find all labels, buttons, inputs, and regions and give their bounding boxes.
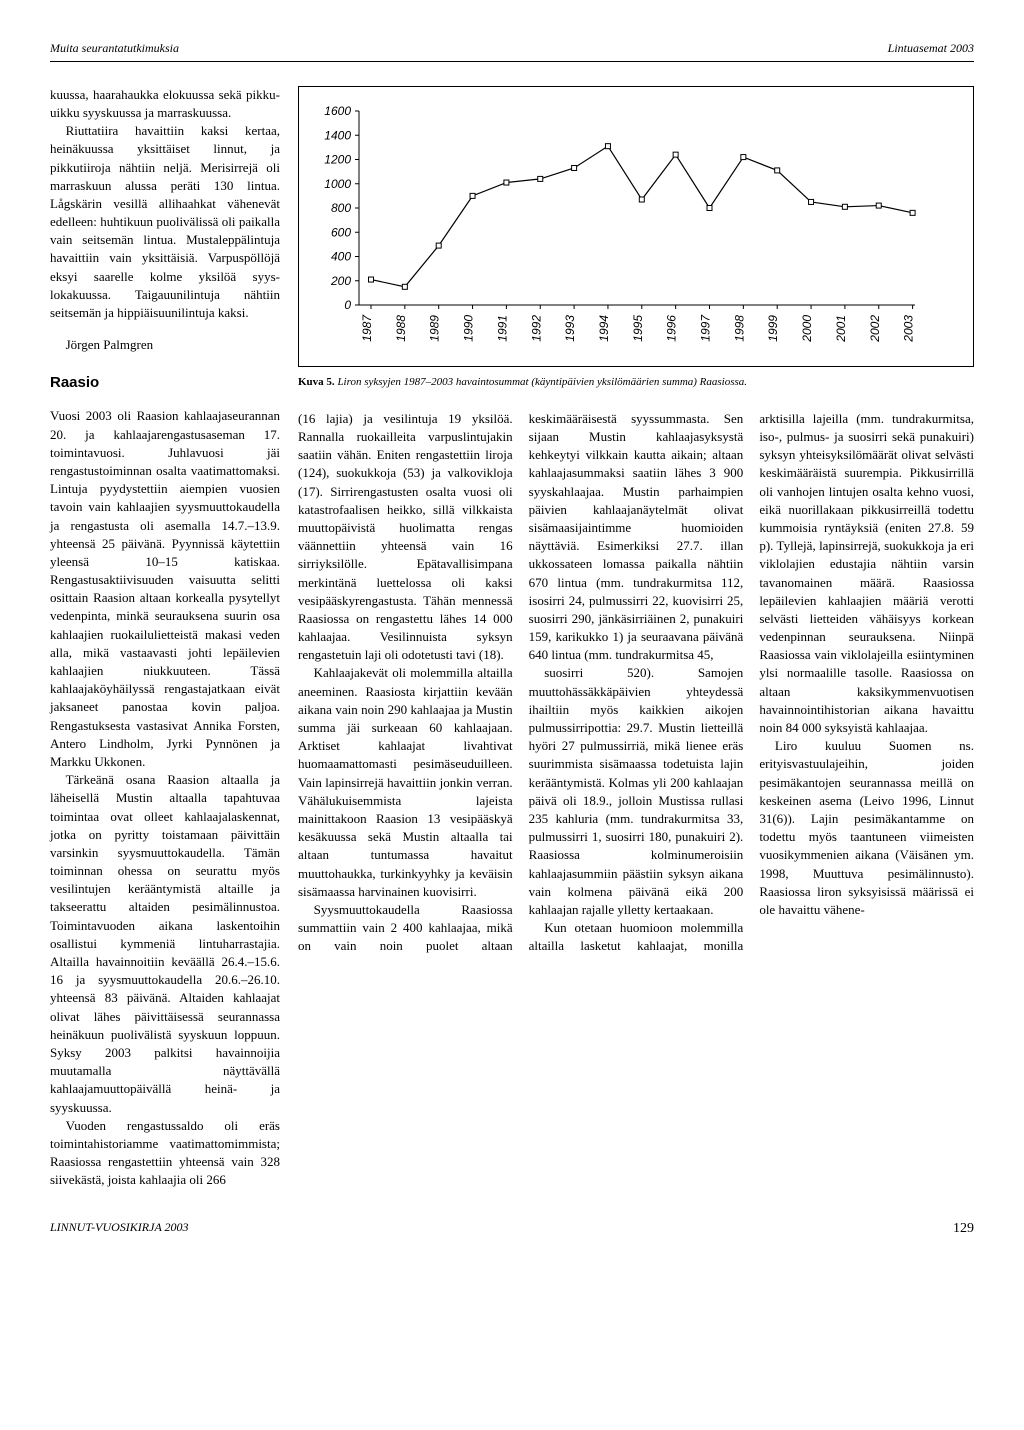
right-area: 0 200 400 600 800 1000 1200 1400 1600 1987 1988 198… <box>298 86 974 1190</box>
section-heading: Raasio <box>50 372 280 393</box>
svg-text:400: 400 <box>331 249 351 263</box>
svg-text:200: 200 <box>330 274 351 288</box>
svg-text:1991: 1991 <box>495 315 509 342</box>
left-p2: Riuttatiira havaittiin kaksi kertaa, hei… <box>50 122 280 322</box>
body-p6: Liro kuuluu Suomen ns. erityisvastuulaje… <box>759 737 974 919</box>
author: Jörgen Palmgren <box>50 336 280 354</box>
svg-text:2002: 2002 <box>868 314 882 342</box>
svg-text:1989: 1989 <box>428 314 442 341</box>
left-p3: Vuosi 2003 oli Raasion kahlaajaseurannan… <box>50 407 280 771</box>
svg-text:0: 0 <box>344 298 351 312</box>
svg-text:2003: 2003 <box>902 314 916 342</box>
left-p1: kuussa, haarahaukka elokuussa sekä pikku… <box>50 86 280 122</box>
svg-text:800: 800 <box>331 201 351 215</box>
svg-text:1400: 1400 <box>324 128 351 142</box>
svg-text:1995: 1995 <box>631 314 645 341</box>
svg-text:2000: 2000 <box>800 314 814 342</box>
svg-text:600: 600 <box>331 225 351 239</box>
left-p4: Tärkeänä osana Raasion altaalla ja lähei… <box>50 771 280 1117</box>
page-number: 129 <box>953 1219 974 1239</box>
svg-text:1988: 1988 <box>394 314 408 341</box>
left-column: kuussa, haarahaukka elokuussa sekä pikku… <box>50 86 280 1190</box>
caption-rest: Liron syksyjen 1987–2003 havaintosummat … <box>335 376 747 388</box>
chart-caption: Kuva 5. Liron syksyjen 1987–2003 havaint… <box>298 375 974 390</box>
body-p1: (16 lajia) ja vesilintuja 19 yksilöä. Ra… <box>298 410 513 665</box>
line-chart: 0 200 400 600 800 1000 1200 1400 1600 1987 1988 198… <box>315 101 925 351</box>
chart-box: 0 200 400 600 800 1000 1200 1400 1600 1987 1988 198… <box>298 86 974 367</box>
left-p5: Vuoden rengastussaldo oli eräs toimintah… <box>50 1117 280 1190</box>
svg-text:1000: 1000 <box>324 177 351 191</box>
svg-text:1993: 1993 <box>563 314 577 341</box>
body-p4: suosirri 520). Samojen muuttohässäkkäpäi… <box>529 664 744 919</box>
svg-text:1992: 1992 <box>529 314 543 341</box>
header-left: Muita seurantatutkimuksia <box>50 40 179 57</box>
svg-text:1999: 1999 <box>766 314 780 341</box>
footer-left: LINNUT-VUOSIKIRJA 2003 <box>50 1219 189 1239</box>
svg-text:1994: 1994 <box>597 314 611 341</box>
svg-text:1987: 1987 <box>360 313 374 341</box>
body-p2: Kahlaajakevät oli molemmilla altailla an… <box>298 664 513 900</box>
svg-text:1990: 1990 <box>462 314 476 341</box>
body-columns: (16 lajia) ja vesilintuja 19 yksilöä. Ra… <box>298 410 974 956</box>
svg-text:1997: 1997 <box>699 313 713 341</box>
svg-text:1998: 1998 <box>732 314 746 341</box>
svg-text:2001: 2001 <box>834 315 848 343</box>
svg-text:1996: 1996 <box>665 314 679 341</box>
header-right: Lintuasemat 2003 <box>888 40 974 57</box>
svg-text:1200: 1200 <box>324 152 351 166</box>
caption-bold: Kuva 5. <box>298 376 335 388</box>
svg-text:1600: 1600 <box>324 104 351 118</box>
